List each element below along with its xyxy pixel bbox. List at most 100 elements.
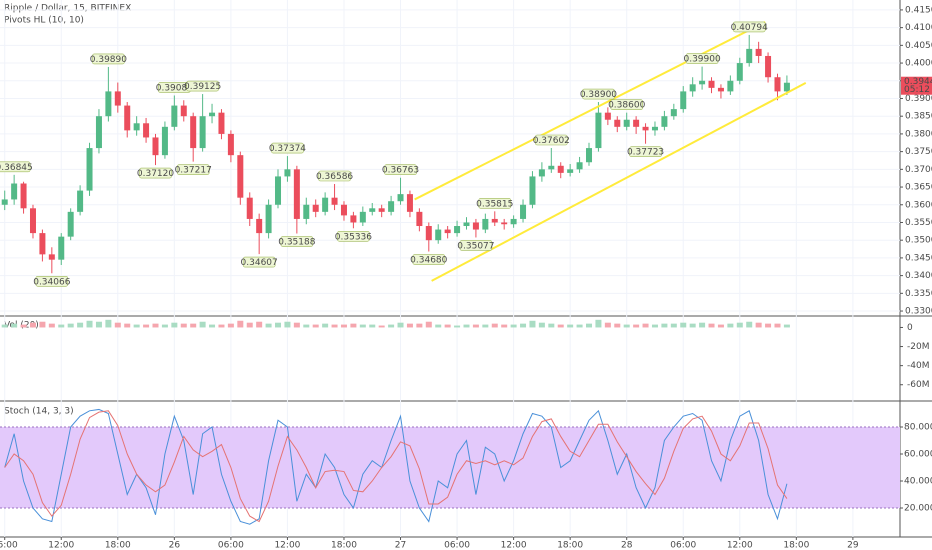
- candle-body: [331, 197, 338, 205]
- candle-body: [406, 194, 413, 212]
- pivot-text: 0.38900: [580, 90, 617, 100]
- x-tick-label: 28: [621, 541, 633, 550]
- pivot-box: [35, 275, 69, 287]
- volume-bar: [293, 322, 300, 328]
- pivot-box: [242, 256, 276, 268]
- volume-bar: [425, 321, 432, 328]
- candle-body: [651, 126, 658, 131]
- volume-bar: [369, 324, 376, 328]
- volume-bar: [717, 324, 724, 328]
- volume-bar: [604, 322, 611, 328]
- candle-body: [567, 169, 574, 173]
- candle-body: [397, 194, 404, 202]
- stoch-tick-label: 80.0000: [904, 423, 932, 433]
- y-tick-label: 0.40000: [905, 59, 932, 69]
- volume-bar: [510, 324, 517, 328]
- candle-body: [425, 226, 432, 241]
- candle-body: [463, 222, 470, 227]
- candle-body: [256, 218, 263, 234]
- candle-body: [48, 254, 55, 260]
- x-tick-label: 26: [169, 541, 181, 550]
- x-tick-label: 27: [395, 541, 406, 550]
- volume-bar: [350, 323, 357, 328]
- pivot-label: 0.37120: [137, 167, 174, 179]
- stoch-tick-label: 40.0000: [904, 477, 932, 487]
- volume-bar: [1, 324, 8, 328]
- volume-bar: [209, 324, 216, 328]
- x-tick-label: 12:00: [48, 541, 74, 550]
- candle-body: [454, 226, 461, 234]
- pivot-text: 0.39125: [184, 82, 221, 92]
- volume-bar: [105, 319, 112, 328]
- volume-bar: [746, 321, 753, 328]
- volume-bar: [642, 323, 649, 328]
- pivot-text: 0.37120: [137, 169, 174, 179]
- y-tick-label: 0.38500: [905, 112, 932, 122]
- x-tick-label: 12:00: [501, 541, 527, 550]
- volume-bar: [689, 323, 696, 328]
- y-tick-label: 0.37500: [905, 147, 932, 157]
- chart-title: Ripple / Dollar, 15, BITFINEX: [4, 4, 131, 14]
- volume-bar: [77, 322, 84, 328]
- volume-bar: [736, 322, 743, 328]
- pivot-box: [459, 240, 493, 251]
- pivot-text: 0.34680: [410, 256, 447, 266]
- candle-body: [689, 84, 696, 92]
- pivot-box: [139, 167, 172, 179]
- volume-bar: [180, 323, 187, 328]
- candle-body: [67, 211, 74, 237]
- pivot-text: 0.40794: [731, 23, 768, 33]
- candle-body: [548, 165, 555, 170]
- volume-bar: [783, 324, 790, 328]
- candle-body: [29, 208, 36, 234]
- candle-body: [20, 183, 27, 209]
- pivot-box: [318, 170, 351, 182]
- volume-bar: [303, 324, 310, 328]
- pivot-text: 0.38600: [608, 101, 645, 111]
- candle-body: [755, 48, 762, 56]
- candle-body: [143, 123, 150, 138]
- x-tick-label: 06:00: [218, 541, 244, 550]
- pivot-label: 0.35336: [335, 230, 372, 242]
- candle-body: [378, 208, 385, 212]
- candle-body: [482, 218, 489, 230]
- pivot-label: 0.35188: [278, 236, 316, 248]
- candle-body: [369, 208, 376, 212]
- candle-body: [586, 148, 593, 163]
- pivot-text: 0.39900: [683, 55, 720, 65]
- x-tick-label: 18:00: [783, 541, 809, 550]
- candle-body: [340, 204, 347, 216]
- x-tick-label: 18:00: [557, 541, 583, 550]
- pivot-label: 0.39900: [683, 53, 721, 65]
- volume-bar: [529, 320, 536, 328]
- pivot-box: [412, 254, 446, 265]
- volume-bar: [406, 323, 413, 328]
- volume-bar: [340, 324, 347, 328]
- y-tick-label: 0.36000: [905, 200, 932, 210]
- volume-bar: [161, 324, 168, 328]
- volume-bar: [661, 323, 668, 328]
- candle-body: [105, 91, 112, 117]
- volume-bar: [152, 323, 159, 328]
- candle-body: [11, 183, 18, 200]
- candle-body: [529, 176, 536, 205]
- volume-bar: [39, 321, 46, 328]
- y-tick-label: 0.34000: [905, 271, 932, 281]
- candle-body: [190, 116, 197, 149]
- pivot-text: 0.37374: [269, 144, 306, 154]
- candle-body: [350, 215, 357, 223]
- pivot-box: [732, 21, 766, 33]
- candle-body: [171, 105, 178, 127]
- pivot-label: 0.37374: [269, 142, 306, 154]
- y-tick-label: 0.41000: [905, 23, 932, 33]
- volume-bar: [199, 321, 206, 328]
- candle-body: [416, 211, 423, 227]
- pivot-text: 0.36763: [382, 166, 419, 176]
- candle-body: [746, 48, 753, 64]
- stoch-tick-label: 60.0000: [904, 450, 932, 460]
- volume-bar: [576, 324, 583, 328]
- y-tick-label: 0.36500: [905, 183, 932, 193]
- pivot-box: [478, 198, 512, 209]
- pivot-text: 0.34607: [241, 258, 278, 268]
- channel-line: [414, 21, 766, 201]
